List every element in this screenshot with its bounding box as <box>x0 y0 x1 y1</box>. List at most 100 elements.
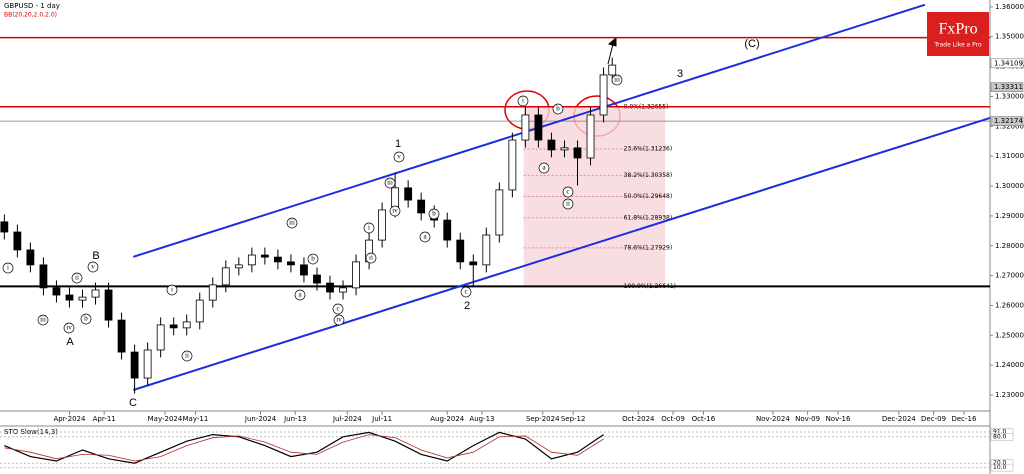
candle-body <box>339 287 347 293</box>
wave-circle <box>286 217 298 229</box>
candle-body <box>117 319 126 353</box>
wave-label: ii <box>369 254 373 262</box>
y-tick-label: 1.31000 <box>995 152 1024 160</box>
price-mark <box>990 58 1024 69</box>
wave-label: b <box>84 315 88 323</box>
wave-label: 3 <box>677 68 683 80</box>
candle-body <box>273 256 282 263</box>
candle-body <box>247 254 256 266</box>
candle-body <box>221 267 230 286</box>
wave-circle <box>63 322 75 334</box>
candle-body <box>208 284 217 301</box>
indicator-tick-label: 10.0 <box>993 464 1007 471</box>
chart-subtitle: BB(20,20,2.0,2.0) <box>4 12 57 19</box>
candle-body <box>313 274 321 284</box>
wave-circle <box>384 177 396 189</box>
wave-label: a <box>542 164 546 172</box>
candle-body <box>599 74 608 116</box>
logo-tagline: Trade Like a Pro <box>933 42 982 49</box>
y-tick-label: 1.33000 <box>995 92 1024 100</box>
wave-label: B <box>92 250 99 262</box>
candle-body <box>65 294 74 301</box>
indicator-tick-box <box>990 463 1014 472</box>
x-tick-label: Jun-2024 <box>244 415 277 423</box>
x-tick-label: Oct-16 <box>692 415 716 423</box>
logo-name: FxPro <box>938 21 977 38</box>
wave-label: c <box>566 188 569 196</box>
chart-title: GBPUSD - 1 day <box>4 2 60 10</box>
wave-circle <box>307 253 319 265</box>
y-tick-label: 1.35000 <box>995 33 1024 41</box>
x-tick-label: Jul-2024 <box>332 415 362 423</box>
candle-body <box>521 114 530 141</box>
candle-body <box>182 321 191 329</box>
wave-label: (C) <box>744 38 759 50</box>
direction-arrow <box>607 36 617 65</box>
price-mark-label: 1.34109 <box>994 59 1023 67</box>
y-tick-label: 1.30000 <box>995 182 1024 190</box>
wave-circle <box>2 262 14 274</box>
candle-body <box>195 299 204 323</box>
indicator-tick-label: 91.0 <box>993 428 1007 435</box>
candle-body <box>26 249 35 266</box>
price-mark-label: 1.32174 <box>994 117 1023 125</box>
candle-body <box>260 254 269 258</box>
wave-label: v <box>397 153 401 161</box>
wave-label: iii <box>289 219 295 227</box>
candle-body <box>169 324 178 329</box>
candle-body <box>404 187 413 201</box>
candle-body <box>0 221 9 233</box>
wave-label: i <box>522 97 524 105</box>
logo-box <box>927 12 989 56</box>
wave-label: iv <box>66 324 72 332</box>
candle-body <box>508 139 517 191</box>
wave-circle <box>538 162 550 174</box>
logo: FxPro Trade Like a Pro <box>927 12 989 56</box>
wave-circle <box>181 350 193 362</box>
fibonacci-label: 23.6%(1.31236) <box>624 146 673 153</box>
wave-label: a <box>423 233 427 241</box>
candle-body <box>417 199 426 214</box>
x-tick-label: Nov-16 <box>826 415 851 423</box>
candle-body <box>91 289 100 298</box>
candle-body <box>547 139 556 151</box>
candle-body <box>482 234 491 266</box>
indicator-title: STO Slow(14,3) <box>4 428 58 436</box>
candle-body <box>78 296 87 301</box>
candle-body <box>534 114 543 141</box>
wave-label: b <box>311 255 315 263</box>
y-tick-label: 1.23000 <box>995 391 1024 399</box>
candle-body <box>287 261 295 266</box>
candle-body <box>130 351 139 379</box>
y-tick-label: 1.26000 <box>995 301 1024 309</box>
indicator-tick-label: 80.0 <box>993 433 1007 440</box>
x-tick-label: Aug-2024 <box>430 415 465 423</box>
x-tick-label: May-2024 <box>148 415 183 423</box>
wave-circle <box>611 74 623 86</box>
wave-circle <box>393 151 405 163</box>
y-tick-label: 1.28000 <box>995 242 1024 250</box>
wave-label: iv <box>392 207 398 215</box>
wave-circle <box>166 284 178 296</box>
candle-body <box>443 219 452 241</box>
wave-circle <box>80 313 92 325</box>
wave-label: C <box>129 397 137 409</box>
x-tick-label: Sep-2024 <box>526 415 560 423</box>
candle-body <box>156 324 165 351</box>
price-mark-label: 1.33311 <box>994 83 1023 91</box>
candle-body <box>573 147 582 159</box>
candle-body <box>143 349 152 379</box>
wave-label: A <box>66 336 74 348</box>
candle-body <box>469 261 478 266</box>
candle-body <box>560 147 569 151</box>
wave-label: i <box>368 224 370 232</box>
x-tick-label: Oct-09 <box>661 415 685 423</box>
candle-body <box>300 264 308 276</box>
candle-body <box>352 261 360 289</box>
candle-body <box>456 239 465 263</box>
x-tick-label: May-11 <box>182 415 208 423</box>
price-mark <box>990 82 1024 92</box>
wave-label: b <box>556 105 560 113</box>
indicator-line <box>4 434 604 462</box>
